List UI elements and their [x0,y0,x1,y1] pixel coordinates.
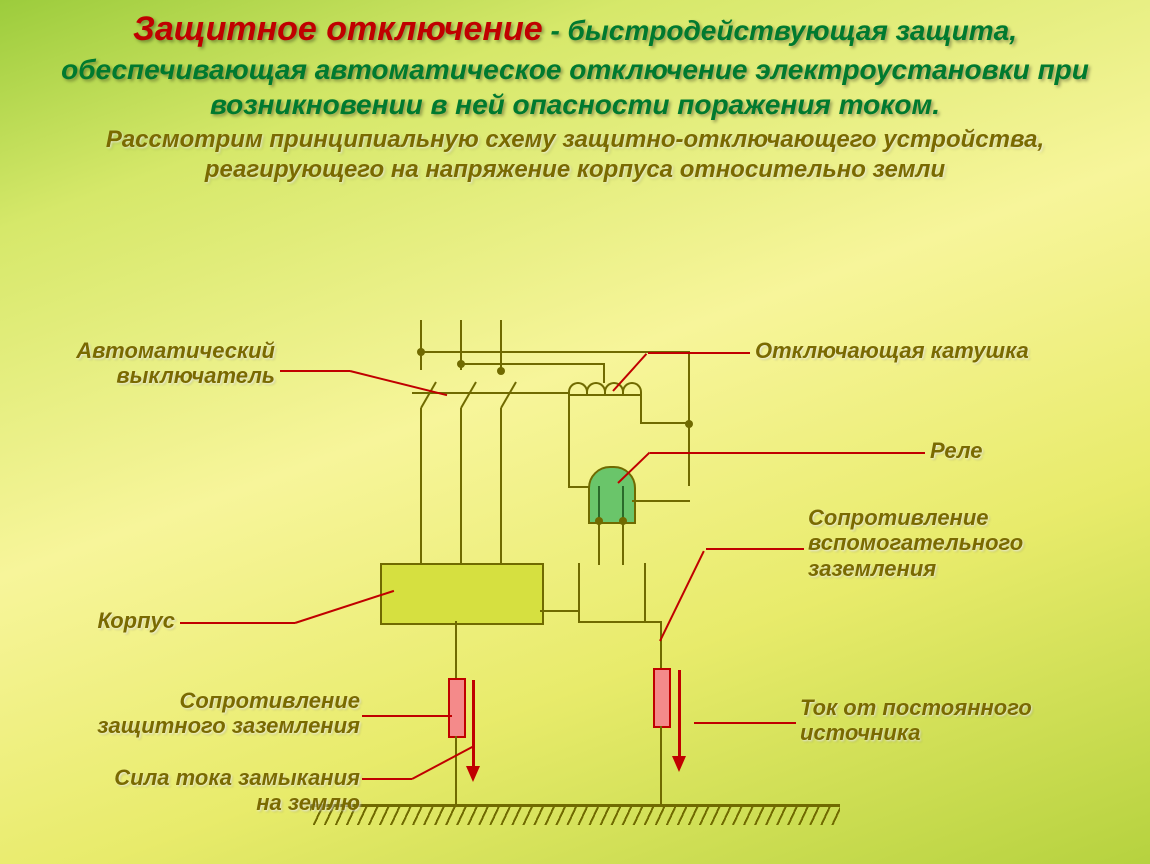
slide-root: { "header": { "title": "Защитное отключе… [0,0,1150,864]
heading: Защитное отключение - быстродействующая … [0,0,1150,125]
label-breaker: Автоматическийвыключатель [15,338,275,389]
ground-icon [310,804,840,825]
body-box [380,563,544,625]
subheading: Рассмотрим принципиальную схему защитно-… [0,125,1150,185]
label-aux-ground: Сопротивлениевспомогательногозаземления [808,505,1023,581]
relay-symbol [588,466,636,524]
label-trip-coil: Отключающая катушка [755,338,1029,363]
heading-title: Защитное отключение [133,10,543,48]
protective-resistor [448,678,466,738]
label-relay: Реле [930,438,983,463]
label-dc-source: Ток от постоянногоисточника [800,695,1032,746]
label-prot-ground: Сопротивлениезащитного заземления [30,688,360,739]
relay-base [578,563,646,623]
circuit-diagram [350,320,800,850]
label-fault-current: Сила тока замыканияна землю [20,765,360,816]
label-body: Корпус [55,608,175,633]
auxiliary-resistor [653,668,671,728]
